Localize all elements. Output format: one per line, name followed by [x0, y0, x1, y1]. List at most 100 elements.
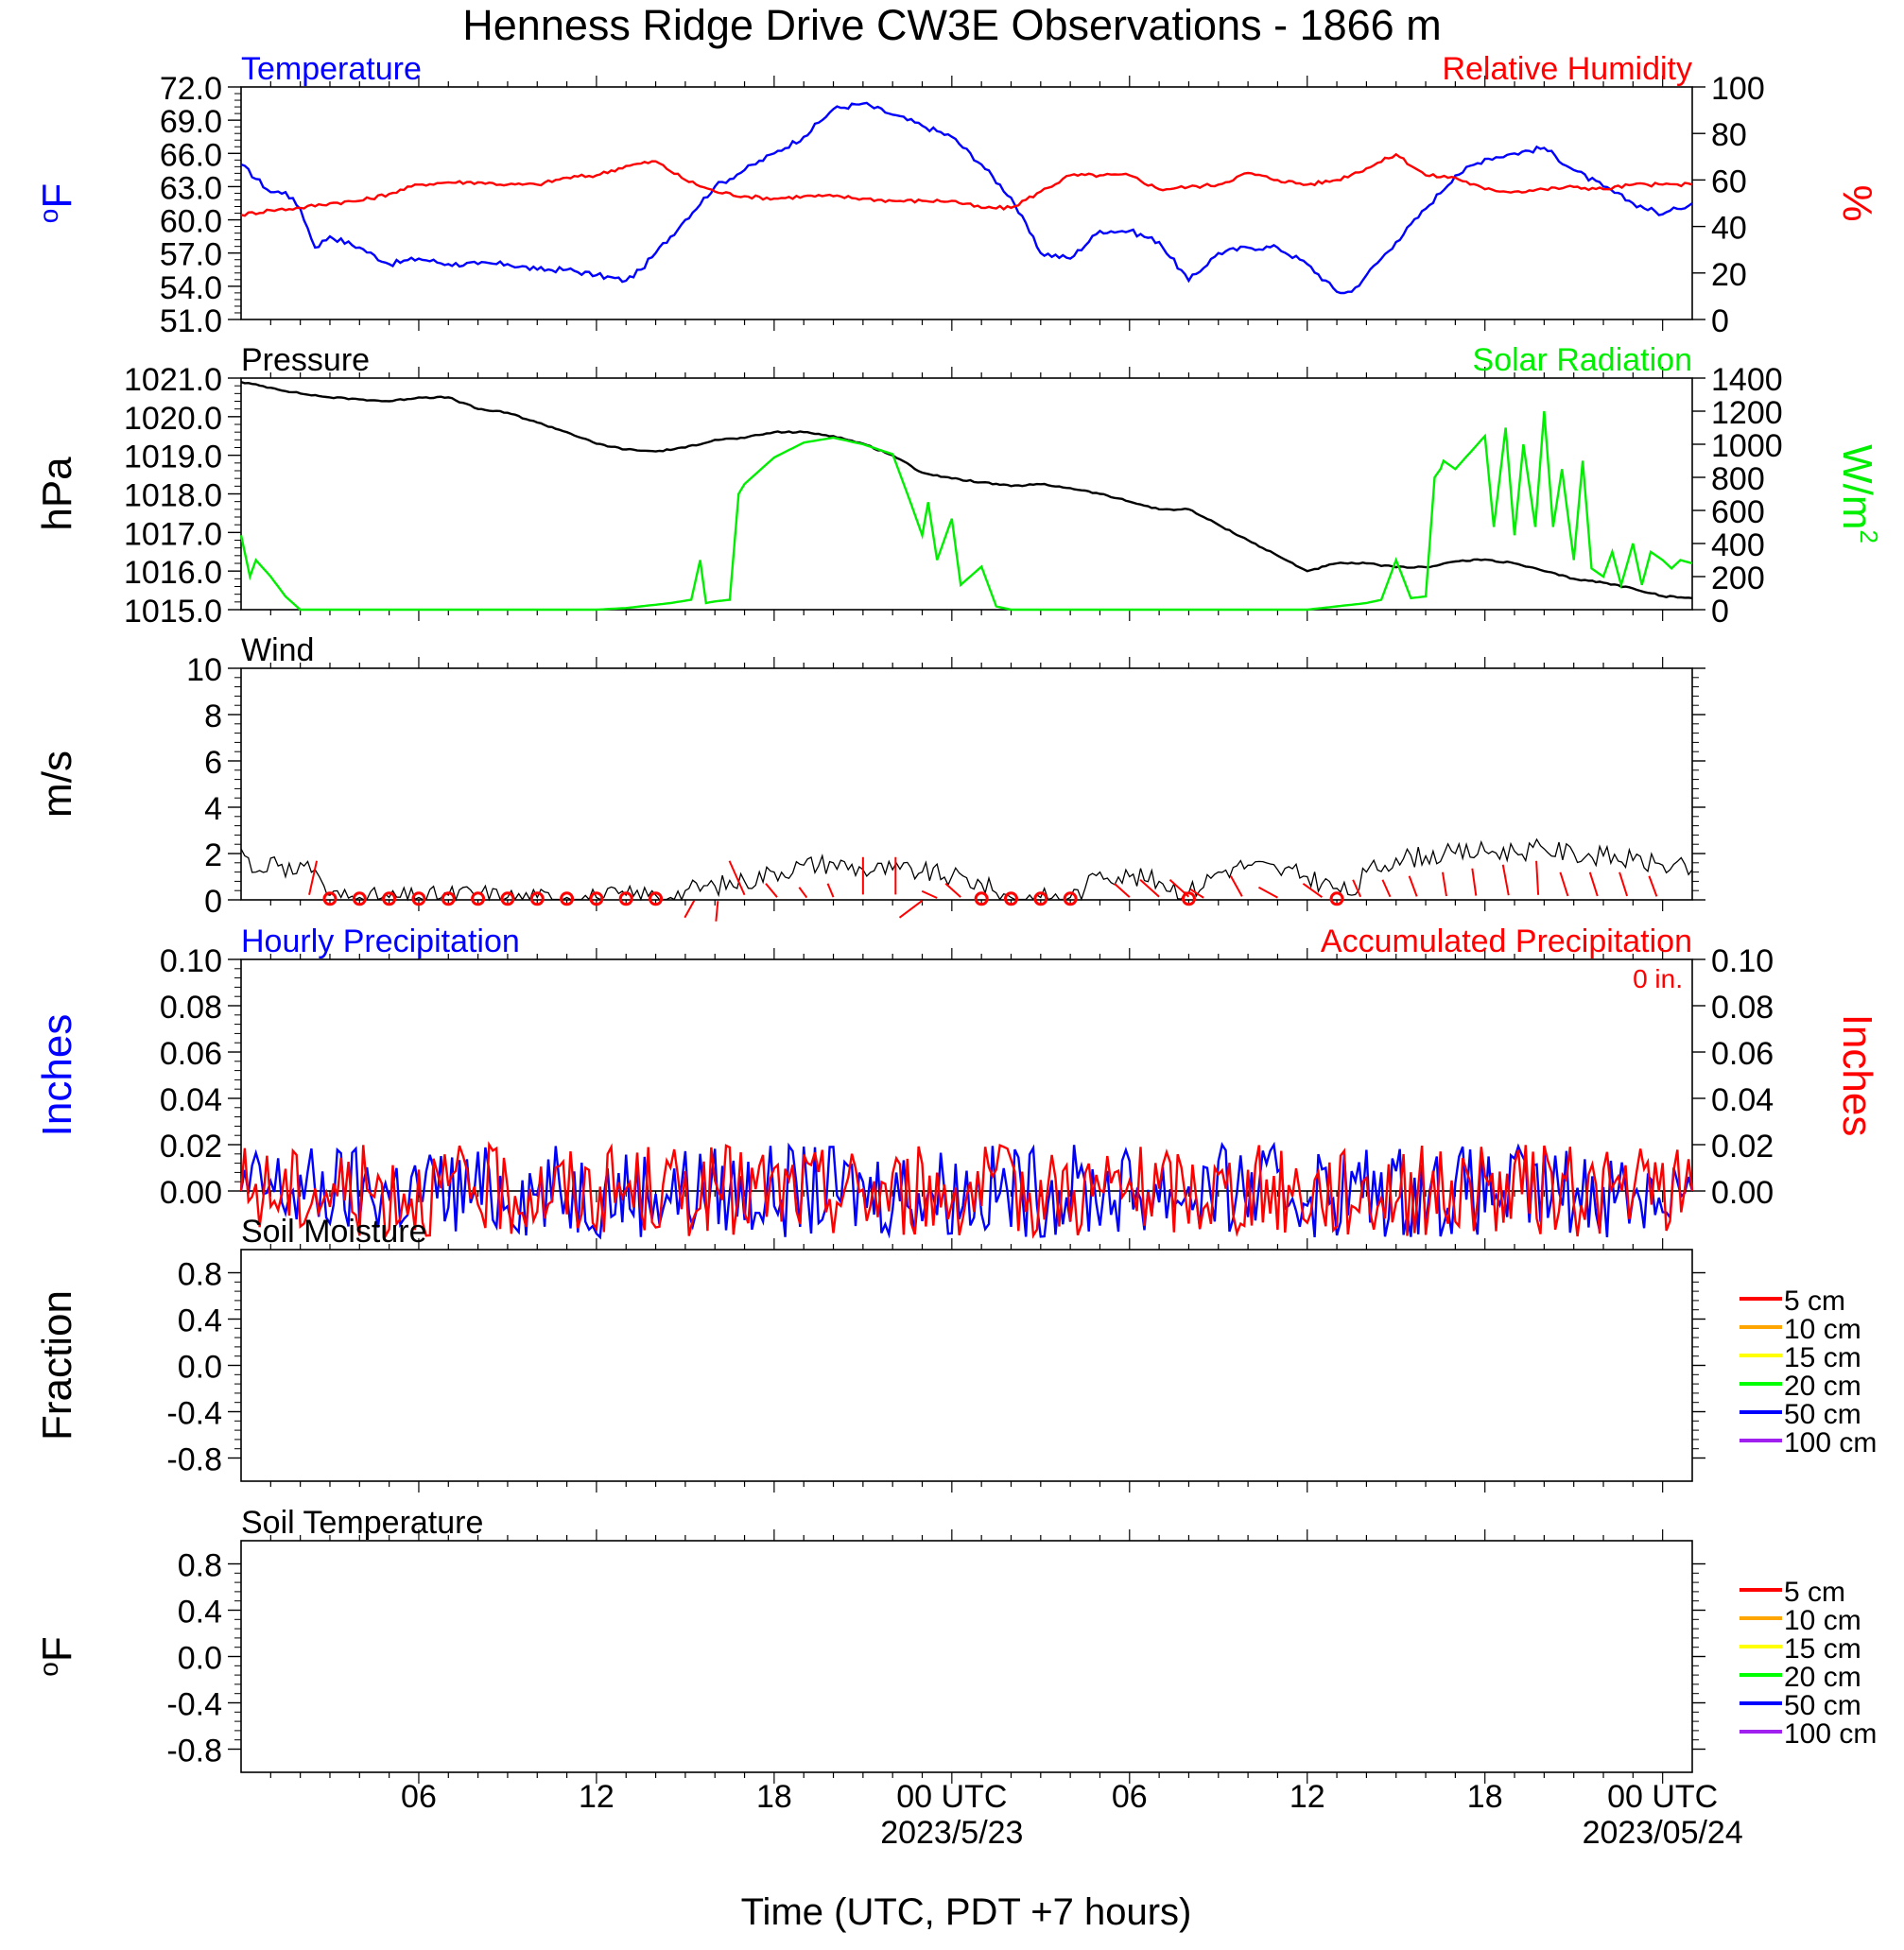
y-tick-label: -0.4	[166, 1396, 222, 1432]
calm-wind-marker	[441, 891, 456, 906]
legend-label: 10 cm	[1784, 1314, 1861, 1345]
wind-barb	[1408, 875, 1418, 897]
y-tick-label-right: 200	[1711, 561, 1765, 596]
legend-label: 10 cm	[1784, 1605, 1861, 1636]
wind-barb	[1381, 879, 1392, 898]
panel-title-right: Accumulated Precipitation	[1321, 923, 1692, 959]
legend-label: 100 cm	[1784, 1718, 1877, 1750]
x-tick-label: 18	[756, 1779, 792, 1815]
wind-barb	[715, 901, 719, 922]
y-axis-label-left: oF	[34, 1636, 80, 1676]
calm-wind-marker	[1033, 891, 1048, 906]
calm-wind-marker	[382, 891, 397, 906]
x-tick-label: 00 UTC	[896, 1779, 1007, 1815]
legend-label: 15 cm	[1784, 1633, 1861, 1665]
y-tick-label: 1021.0	[124, 362, 222, 398]
wind-barb	[1139, 879, 1160, 898]
wind-barb	[1352, 879, 1362, 898]
series-line-pressure	[240, 380, 1693, 599]
wind-barb	[1618, 871, 1629, 897]
y-tick-label: 72.0	[160, 71, 222, 107]
y-tick-label: 1019.0	[124, 440, 222, 475]
y-tick-label: 8	[204, 699, 222, 734]
panel-title-left: Pressure	[241, 342, 370, 378]
degree-o: o	[34, 1662, 63, 1677]
wind-barb	[1588, 871, 1599, 897]
y-tick-label-right: 1000	[1711, 428, 1783, 464]
plot-frame	[240, 667, 1693, 901]
calm-wind-marker	[411, 891, 426, 906]
calm-wind-marker	[1181, 891, 1196, 906]
calm-wind-marker	[618, 891, 633, 906]
degree-f: F	[34, 183, 80, 209]
panel-pressure-solar: 1021.01020.01019.01018.01017.01016.01015…	[34, 342, 1883, 630]
wind-barb	[684, 900, 696, 919]
y-tick-label-right: 0.10	[1711, 943, 1774, 979]
x-axis-label: Time (UTC, PDT +7 hours)	[741, 1891, 1192, 1933]
calm-wind-marker	[500, 891, 515, 906]
calm-wind-marker	[560, 891, 575, 906]
y-tick-label-right: 1400	[1711, 362, 1783, 398]
series-line-accumulated-precipitation	[239, 1141, 1694, 1240]
calm-wind-marker	[529, 891, 545, 906]
series-line-wind	[240, 837, 1693, 902]
legend-label: 20 cm	[1784, 1371, 1861, 1402]
series-line-solar-radiation	[239, 410, 1693, 612]
panel-wind: 10 8 6 4 2 0 Wind m/s	[34, 632, 1705, 922]
y-tick-label: 66.0	[160, 137, 222, 173]
y-tick-label-right: 0.00	[1711, 1175, 1774, 1211]
calm-wind-marker	[1003, 891, 1018, 906]
x-tick-label: 12	[1290, 1779, 1325, 1815]
wind-barb	[798, 887, 808, 899]
y-axis-label-right: W/m2	[1834, 444, 1883, 544]
x-tick-date-label: 2023/5/23	[880, 1815, 1023, 1851]
legend-label: 50 cm	[1784, 1690, 1861, 1721]
y-tick-label: 0.10	[160, 943, 222, 979]
wind-barb	[308, 860, 319, 895]
y-tick-label: 60.0	[160, 204, 222, 240]
panel-title-left: Soil Moisture	[241, 1214, 427, 1250]
y-tick-label: 0.00	[160, 1175, 222, 1211]
y-tick-label: 1020.0	[124, 401, 222, 437]
x-tick-label: 06	[1112, 1779, 1148, 1815]
y-tick-label-right: 600	[1711, 494, 1765, 530]
accumulated-total: 0 in.	[1633, 964, 1683, 993]
y-tick-label: 1015.0	[124, 594, 222, 630]
wind-barb	[1229, 875, 1243, 897]
wind-barb	[1189, 888, 1204, 899]
calm-wind-marker	[974, 891, 989, 906]
y-tick-label-right: 0.04	[1711, 1082, 1774, 1118]
calm-wind-marker	[589, 891, 604, 906]
y-tick-label: 57.0	[160, 237, 222, 273]
panel-title-left: Wind	[241, 632, 314, 668]
y-tick-label-right: 20	[1711, 257, 1747, 293]
wind-barb	[1302, 882, 1324, 898]
y-tick-label: 69.0	[160, 104, 222, 140]
y-tick-label: 54.0	[160, 270, 222, 306]
y-tick-label: 0.8	[178, 1548, 222, 1584]
wind-barb	[728, 860, 746, 896]
unit-wm: W/m	[1834, 444, 1880, 529]
wind-barb	[765, 883, 778, 898]
wind-barb	[898, 899, 924, 919]
y-tick-label: 0.08	[160, 990, 222, 1026]
x-tick-label: 00 UTC	[1607, 1779, 1718, 1815]
y-axis-label-left: hPa	[34, 457, 80, 531]
calm-wind-marker	[322, 891, 338, 906]
y-tick-label: 1016.0	[124, 555, 222, 591]
wind-barb	[944, 883, 961, 898]
y-tick-label: 10	[186, 652, 222, 688]
y-axis-label-left: Fraction	[34, 1290, 80, 1441]
y-axis-label-left: oF	[34, 183, 80, 223]
wind-barb	[1471, 868, 1478, 896]
y-tick-label: 2	[204, 837, 222, 873]
wind-barb	[1501, 864, 1510, 896]
x-tick-label: 06	[401, 1779, 437, 1815]
plot-frame	[240, 377, 1693, 611]
y-tick-label: 6	[204, 745, 222, 781]
x-tick-date-label: 2023/05/24	[1583, 1815, 1743, 1851]
y-tick-label-right: 80	[1711, 117, 1747, 153]
chart-title: Henness Ridge Drive CW3E Observations - …	[462, 1, 1441, 49]
y-tick-label: 0.06	[160, 1036, 222, 1072]
